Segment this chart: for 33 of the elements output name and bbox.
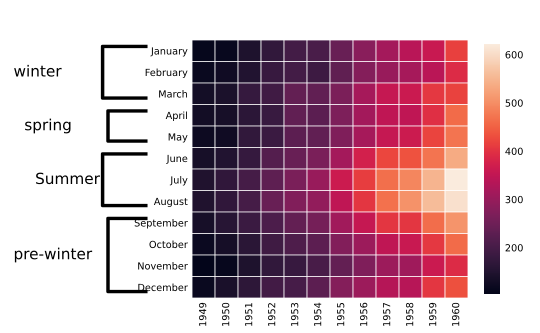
x-tick-label: 1955 [336,303,344,326]
x-tick-label: 1951 [244,303,252,326]
color-bar-label: 400 [505,148,523,155]
y-tick-label: June [166,154,188,164]
x-tick-label: 1956 [360,302,368,326]
text: pre-winter [14,248,92,262]
y-tick-label: April [166,112,187,121]
x-tick-label: 1952 [268,303,276,326]
y-tick-label: August [154,198,188,207]
y-tick-label: December [138,284,188,292]
color-bar-label: 600 [506,51,523,58]
color-bar-label: 300 [506,196,523,204]
y-tick-label: May [168,133,188,142]
x-tick-label: 1950 [222,302,230,326]
y-tick-label: March [159,90,188,98]
x-tick-label: 1954 [314,302,322,326]
text: Summer [36,172,100,184]
y-tick-label: January [150,47,188,56]
x-tick-label: 1959 [428,302,436,326]
x-tick-label: 1958 [406,302,414,326]
y-tick-label: February [146,68,188,78]
y-tick-label: September [134,219,188,228]
y-tick-label: November [138,262,188,270]
x-tick-label: 1957 [382,303,390,326]
y-tick-label: July [170,176,188,186]
text: winter [14,64,62,77]
x-tick-label: 1949 [198,302,206,326]
text: spring [25,118,70,134]
color-bar-label: 200 [506,244,523,252]
x-tick-label: 1960 [452,302,460,326]
x-tick-label: 1953 [290,302,298,326]
color-bar-label: 500 [506,99,523,107]
y-tick-label: October [149,240,188,248]
